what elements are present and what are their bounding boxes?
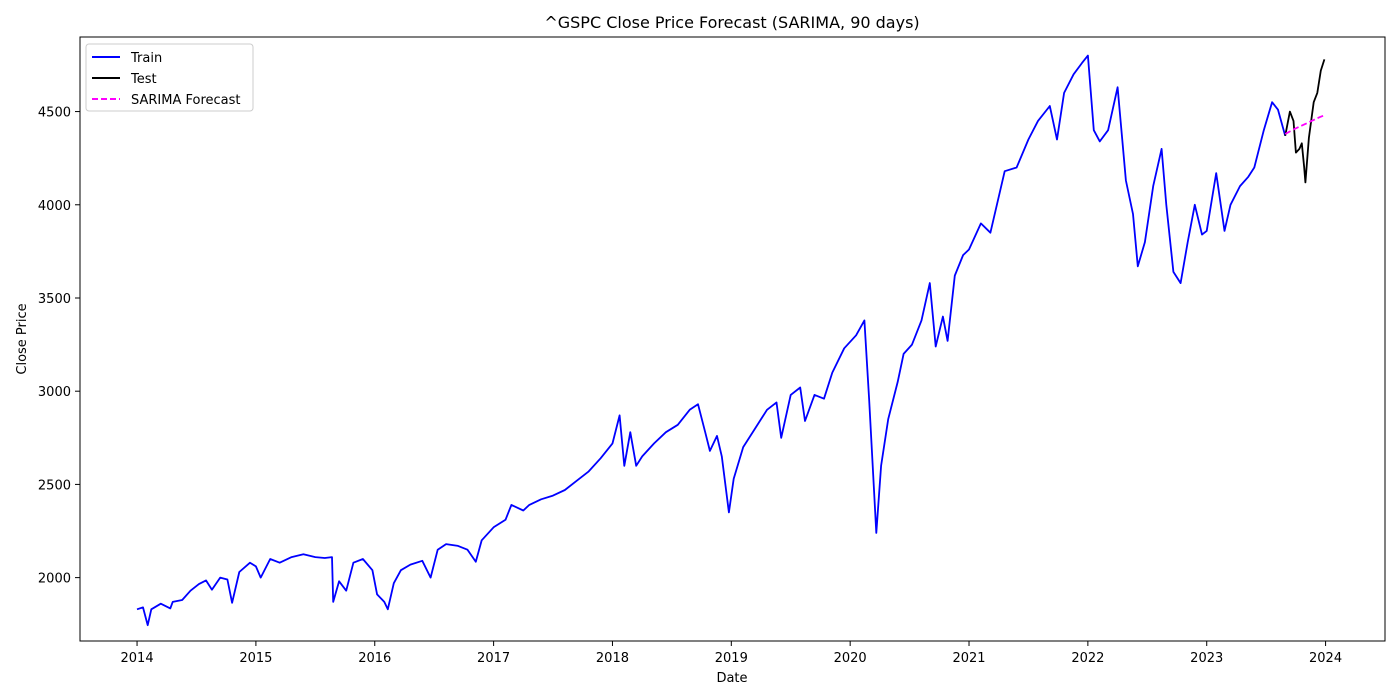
y-tick-label: 4000	[38, 199, 71, 214]
plot-area	[136, 54, 1326, 627]
x-tick-label: 2016	[358, 651, 391, 666]
x-axis: 2014 2015 2016 2017 2018 2019 2020 2021 2022 2023…	[121, 641, 1342, 666]
chart-title: ^GSPC Close Price Forecast (SARIMA, 90 d…	[544, 13, 919, 32]
y-tick-label: 4500	[38, 106, 71, 121]
x-tick-label: 2021	[952, 651, 985, 666]
x-tick-label: 2019	[715, 651, 748, 666]
y-tick-label: 3500	[38, 292, 71, 307]
y-tick-label: 3000	[38, 385, 71, 400]
x-tick-label: 2020	[834, 651, 867, 666]
legend-label: Test	[130, 72, 157, 87]
series-line-train	[136, 54, 1287, 627]
legend-label: SARIMA Forecast	[131, 93, 241, 108]
series-line-test	[1284, 59, 1326, 184]
x-tick-label: 2024	[1309, 651, 1342, 666]
x-tick-label: 2018	[596, 651, 629, 666]
x-tick-label: 2017	[477, 651, 510, 666]
y-tick-label: 2500	[38, 478, 71, 493]
plot-frame	[79, 36, 1386, 642]
legend: Train Test SARIMA Forecast	[85, 43, 254, 112]
y-axis-title: Close Price	[15, 303, 30, 374]
legend-label: Train	[130, 51, 162, 66]
x-tick-label: 2015	[239, 651, 272, 666]
legend-box	[85, 43, 254, 112]
x-tick-label: 2014	[121, 651, 154, 666]
x-tick-label: 2023	[1190, 651, 1223, 666]
y-tick-label: 2000	[38, 572, 71, 587]
x-tick-label: 2022	[1071, 651, 1104, 666]
series-line-sarima-forecast	[1284, 114, 1325, 135]
x-axis-title: Date	[716, 671, 747, 686]
y-axis: 2000 2500 3000 3500 4000 4500	[38, 106, 80, 587]
